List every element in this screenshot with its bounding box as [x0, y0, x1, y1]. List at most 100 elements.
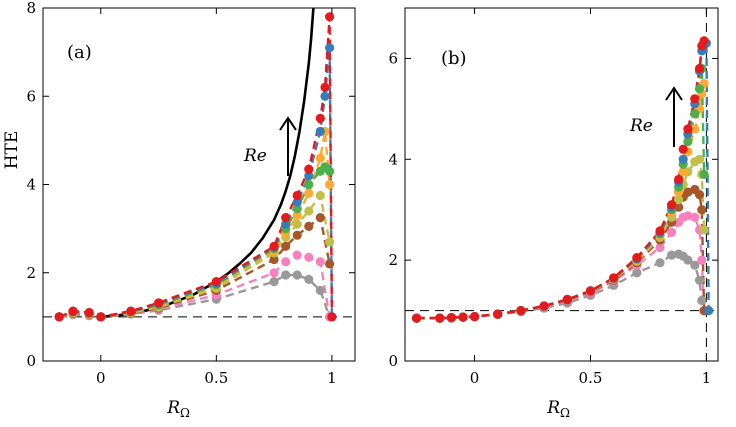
series-line-4	[58, 192, 331, 319]
y-tick-label: 0	[26, 352, 36, 370]
theory-curve	[100, 8, 315, 319]
data-point	[516, 306, 526, 316]
data-point	[697, 295, 707, 306]
x-tick-label: 0.5	[204, 369, 228, 387]
data-point	[304, 171, 314, 181]
data-point	[690, 124, 700, 134]
data-point	[269, 277, 279, 287]
data-point	[674, 195, 684, 205]
data-point	[683, 255, 693, 265]
svg-text:RΩ: RΩ	[166, 398, 190, 420]
x-tick-label: 1	[702, 369, 712, 387]
data-point	[674, 174, 684, 185]
data-point	[292, 210, 302, 220]
data-point	[697, 205, 707, 215]
series-markers-6	[54, 162, 335, 322]
series-markers-1	[54, 270, 335, 322]
series-markers-7	[54, 43, 337, 322]
data-point	[678, 144, 688, 154]
series-markers-3	[54, 213, 335, 322]
data-point	[327, 312, 337, 322]
data-point	[667, 200, 677, 210]
data-point	[320, 82, 330, 92]
data-point	[694, 84, 705, 94]
y-tick-label: 6	[26, 87, 36, 105]
data-point	[690, 109, 700, 119]
series-line-8	[416, 40, 706, 320]
data-point	[281, 219, 291, 229]
data-point	[269, 268, 279, 278]
series-line-8	[58, 16, 334, 319]
data-point	[690, 94, 700, 104]
axes-frame	[404, 7, 719, 362]
data-point	[126, 306, 136, 316]
data-point	[304, 274, 314, 284]
y-tick-label: 2	[388, 251, 398, 269]
data-point	[435, 313, 445, 323]
series-markers-4	[54, 190, 335, 322]
data-point	[325, 179, 335, 190]
data-point	[655, 226, 665, 236]
series-markers-4	[412, 154, 709, 323]
data-point	[690, 212, 700, 222]
series-line-7	[58, 47, 334, 319]
series-line-3	[416, 188, 706, 320]
x-tick-label: 0	[96, 369, 106, 387]
data-point	[674, 202, 684, 212]
data-point	[412, 313, 422, 323]
data-point	[632, 253, 642, 263]
data-point	[325, 43, 335, 53]
data-point	[269, 254, 279, 265]
data-point	[304, 221, 314, 231]
panel-a: 0 0.5 1 0 2 4 6 8 (a) Re	[26, 0, 356, 387]
x-tick-label: 1	[327, 369, 337, 387]
y-axis-label: HTE	[2, 131, 22, 170]
data-point	[68, 306, 78, 316]
data-point	[694, 190, 705, 200]
data-point	[632, 268, 642, 278]
data-point	[292, 190, 302, 201]
series-markers-8	[412, 36, 709, 323]
re-label: Re	[629, 116, 653, 136]
data-point	[304, 179, 314, 190]
series-markers-5	[412, 79, 709, 323]
data-point	[694, 154, 705, 164]
panel-label: (a)	[67, 42, 92, 63]
series-line-5	[416, 83, 706, 320]
data-point	[458, 312, 468, 322]
x-axis-label-sub: Ω	[560, 406, 570, 420]
y-tick-label: 4	[388, 150, 398, 168]
data-point	[694, 275, 705, 285]
data-point	[678, 167, 688, 177]
data-point	[320, 91, 330, 101]
y-tick-label: 2	[26, 264, 36, 282]
series-line-6	[416, 68, 706, 320]
data-point	[154, 298, 164, 308]
series-markers-1	[412, 249, 709, 323]
x-axis-label-main: R	[166, 398, 180, 418]
data-point	[315, 285, 325, 295]
x-tick-label: 0.5	[579, 369, 603, 387]
data-point	[704, 306, 714, 316]
data-point	[96, 312, 106, 322]
series-markers-2	[54, 250, 335, 322]
series-line-1	[59, 273, 331, 319]
data-point	[292, 204, 302, 214]
data-point	[325, 166, 335, 176]
data-point	[211, 277, 221, 287]
data-point	[655, 242, 665, 253]
data-point	[678, 154, 688, 164]
data-point	[683, 124, 693, 134]
data-point	[690, 260, 700, 270]
data-point	[292, 219, 302, 229]
data-point	[446, 313, 456, 323]
plot-area	[412, 36, 714, 323]
data-point	[84, 307, 94, 318]
data-point	[281, 241, 291, 251]
y-tick-label: 4	[26, 176, 36, 194]
data-point	[315, 213, 325, 223]
data-point	[683, 137, 693, 147]
data-point	[699, 36, 709, 46]
panel-label: (b)	[441, 48, 467, 69]
data-point	[683, 187, 693, 197]
